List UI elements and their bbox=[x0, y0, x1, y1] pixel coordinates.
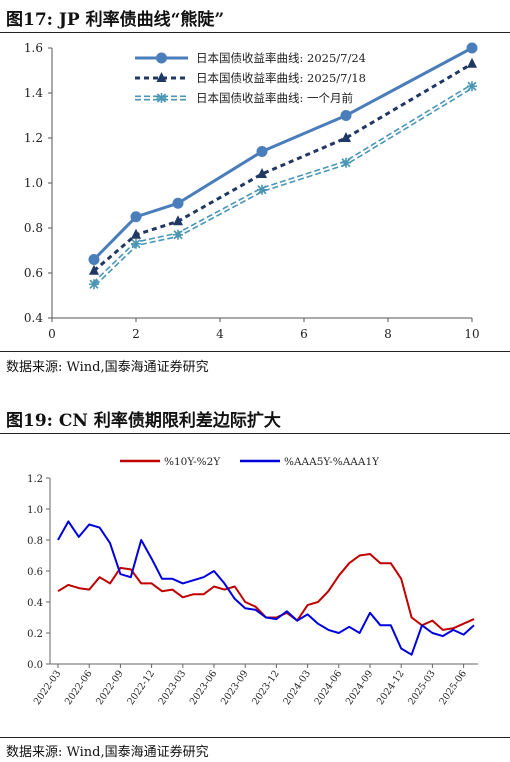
figure1-y-tick-label: 1.4 bbox=[24, 86, 43, 100]
figure1-title: 图17: JP 利率债曲线“熊陡” bbox=[6, 10, 225, 30]
figure1-source: 数据来源: Wind,国泰海通证券研究 bbox=[6, 360, 209, 375]
figure1-data-point bbox=[340, 110, 352, 121]
figure1-legend-label: 日本国债收益率曲线: 2025/7/18 bbox=[196, 71, 366, 85]
figure1-data-point bbox=[131, 228, 141, 239]
figure1-y-tick-label: 0.4 bbox=[24, 311, 43, 325]
figure1-x-tick-label: 8 bbox=[384, 327, 392, 341]
figure1-legend-entry-2: 日本国债收益率曲线: 2025/7/18 bbox=[135, 71, 366, 85]
figure2-legend-entry-1: %10Y-%2Y bbox=[120, 456, 221, 468]
figure2-y-tick-label: 0.4 bbox=[27, 598, 43, 609]
figure1-legend-marker bbox=[156, 72, 167, 82]
figure1-x-tick-label: 0 bbox=[48, 327, 56, 341]
figure1-x-tick-label: 2 bbox=[132, 327, 140, 341]
figure1-legend-label: 日本国债收益率曲线: 2025/7/24 bbox=[196, 51, 366, 65]
figure1-series-1 bbox=[88, 42, 478, 265]
figure1-data-point bbox=[89, 264, 99, 275]
figure2-x-tick-label: 2022-09 bbox=[94, 668, 126, 707]
figure1-data-point bbox=[172, 197, 184, 209]
figure2-x-tick-label: 2024-06 bbox=[313, 668, 345, 707]
figure1-data-point bbox=[257, 184, 267, 195]
figure1-series-layer bbox=[88, 42, 478, 290]
figure2-x-tick-label: 2022-03 bbox=[32, 668, 64, 707]
figure1-series-2 bbox=[89, 57, 477, 275]
figure2-title-rule bbox=[0, 433, 510, 434]
figure1-data-point bbox=[467, 57, 477, 68]
figure1-series-line bbox=[93, 62, 473, 272]
figure1-legend: 日本国债收益率曲线: 2025/7/24 日本国债收益率曲线: 2025/7/18… bbox=[135, 51, 366, 105]
figure2-title: 图19: CN 利率债期限利差边际扩大 bbox=[6, 411, 281, 431]
figure1-legend-entry-3: 日本国债收益率曲线: 一个月前 bbox=[135, 91, 353, 105]
figure2-source: 数据来源: Wind,国泰海通证券研究 bbox=[6, 745, 209, 760]
figure2-x-tick-label: 2022-12 bbox=[125, 668, 157, 707]
figure1-data-point bbox=[130, 211, 142, 223]
figure1-y-tick-label: 1.0 bbox=[24, 176, 43, 190]
figure1-legend-entry-1: 日本国债收益率曲线: 2025/7/24 bbox=[135, 51, 366, 65]
figure1-y-tick-label: 0.6 bbox=[24, 266, 43, 280]
figure1-series-line-outer bbox=[92, 84, 474, 287]
figure2-x-tick-label: 2024-12 bbox=[375, 668, 407, 707]
figure1-series-line-inner bbox=[93, 85, 473, 285]
figure2-y-tick-label: 0.0 bbox=[27, 660, 43, 671]
figure2-y-tick-label: 0.8 bbox=[27, 536, 43, 547]
figure2-y-tick-label: 1.2 bbox=[27, 474, 43, 485]
figure2-series-layer bbox=[57, 520, 475, 656]
figure2-y-tick-label: 0.2 bbox=[27, 629, 43, 640]
figure2-legend: %10Y-%2Y %AAA5Y-%AAA1Y bbox=[120, 456, 380, 468]
figure1-data-point bbox=[341, 157, 351, 168]
figure1-source-rule bbox=[0, 351, 510, 352]
figure2-legend-entry-2: %AAA5Y-%AAA1Y bbox=[240, 456, 380, 468]
figure1-data-point bbox=[173, 229, 183, 240]
figure1-series-line bbox=[92, 46, 473, 261]
figure1-axes: 0.4 0.6 0.8 1.0 1.2 1.4 1.6 0 2 4 6 8 10 bbox=[24, 41, 480, 341]
figure1-x-tick-label: 10 bbox=[464, 327, 479, 341]
figure1-y-tick-label: 0.8 bbox=[24, 221, 43, 235]
figure2-x-tick-label: 2025-06 bbox=[437, 668, 469, 707]
figure2-x-tick-label: 2022-06 bbox=[63, 668, 95, 707]
figure1-data-point bbox=[89, 279, 99, 290]
figure1-data-point bbox=[466, 42, 478, 54]
figure1-legend-marker bbox=[156, 93, 167, 103]
figure2-series-line-2 bbox=[57, 520, 475, 656]
figure2-x-tick-label: 2023-09 bbox=[219, 668, 251, 707]
figure1-data-point bbox=[173, 215, 183, 226]
figure1-data-point bbox=[257, 168, 267, 178]
figure2-x-tick-label: 2023-06 bbox=[188, 668, 220, 707]
figure2-x-tick-label: 2025-03 bbox=[406, 668, 438, 707]
figure2-y-tick-label: 0.6 bbox=[27, 567, 43, 578]
figure1-y-tick-label: 1.6 bbox=[24, 41, 43, 55]
figure2-source-rule bbox=[0, 737, 510, 738]
figure1-title-rule bbox=[0, 32, 510, 33]
figure2-legend-label: %AAA5Y-%AAA1Y bbox=[284, 456, 380, 468]
figure1-x-tick-label: 4 bbox=[216, 327, 224, 341]
figure1-legend-label: 日本国债收益率曲线: 一个月前 bbox=[196, 91, 353, 105]
figure2-x-tick-label: 2024-09 bbox=[344, 668, 376, 707]
figure1-legend-marker bbox=[156, 52, 167, 64]
figure1-series-3 bbox=[89, 81, 477, 290]
figure1-data-point bbox=[467, 81, 477, 92]
figure2-x-tick-label: 2023-03 bbox=[157, 668, 189, 707]
figure1-chart: 0.4 0.6 0.8 1.0 1.2 1.4 1.6 0 2 4 6 8 10 日本国债收益率曲线: … bbox=[24, 41, 480, 341]
figure2-series-line-1 bbox=[57, 553, 475, 631]
figure1-x-tick-label: 6 bbox=[300, 327, 308, 341]
figure1-data-point bbox=[88, 254, 100, 265]
figure2-x-tick-label: 2024-03 bbox=[281, 668, 313, 707]
figure2-y-tick-label: 1.0 bbox=[27, 505, 43, 516]
figure2-legend-label: %10Y-%2Y bbox=[164, 456, 221, 468]
figure1-data-point bbox=[341, 132, 351, 142]
figure1-y-tick-label: 1.2 bbox=[24, 131, 43, 145]
figure1-data-point bbox=[256, 146, 268, 157]
figure2-x-tick-label: 2023-12 bbox=[250, 668, 282, 707]
figure1-data-point bbox=[131, 238, 141, 249]
